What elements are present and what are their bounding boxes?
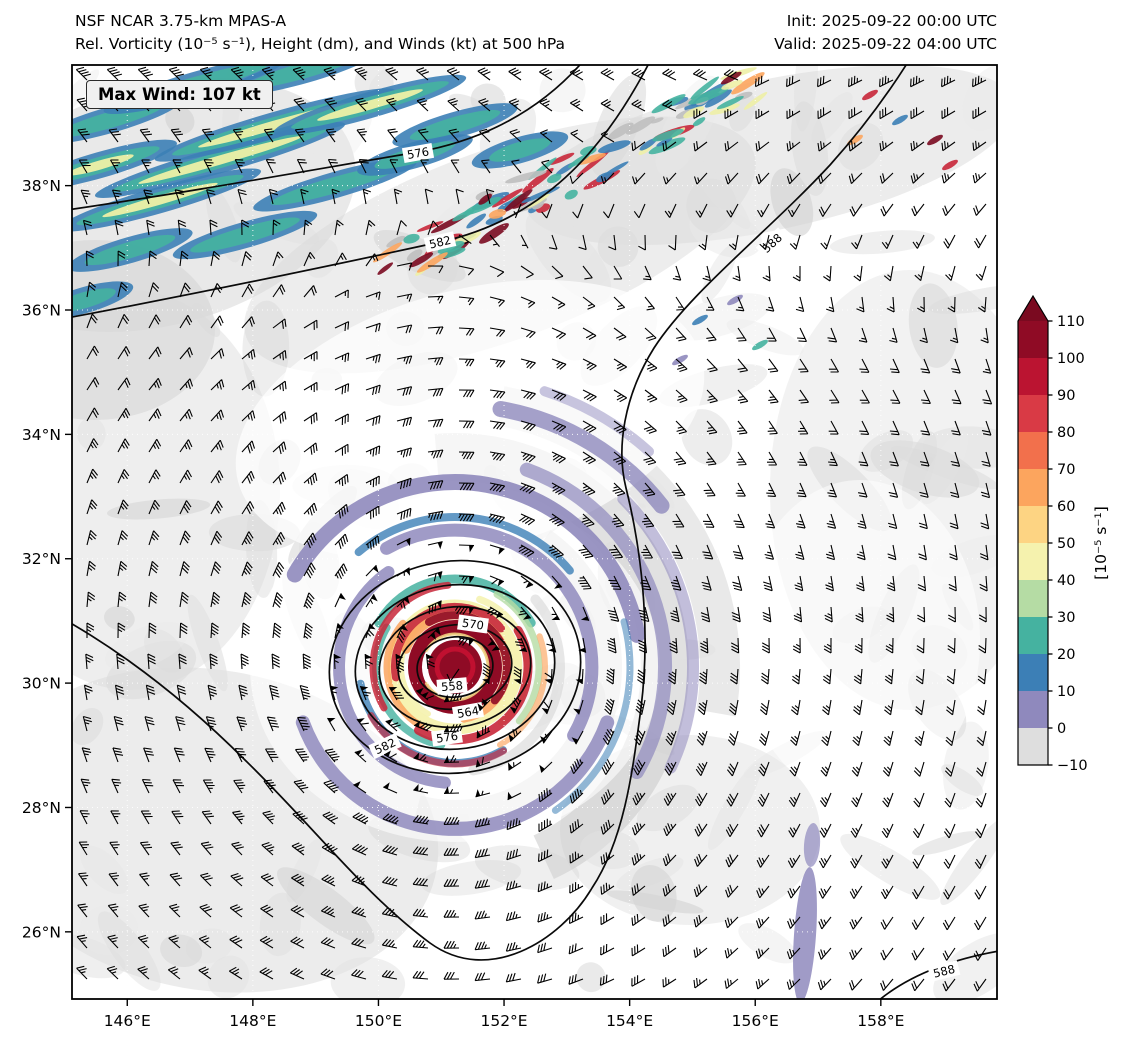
svg-text:588: 588	[932, 962, 957, 981]
contour-label: 558	[436, 677, 468, 695]
map-frame	[71, 64, 998, 1000]
x-tick-label: 154°E	[606, 1012, 653, 1030]
y-tick-label: 38°N	[22, 177, 61, 195]
y-tick-label: 32°N	[22, 550, 61, 568]
y-tick-label: 26°N	[22, 923, 61, 941]
colorbar-tick-label: 0	[1057, 721, 1066, 737]
y-tick-label: 30°N	[22, 675, 61, 693]
colorbar-tick-label: 50	[1057, 536, 1075, 552]
plot-subtitle: Rel. Vorticity (10⁻⁵ s⁻¹), Height (dm), …	[75, 35, 566, 53]
colorbar-tick-label: 80	[1057, 425, 1075, 441]
y-tick-label: 36°N	[22, 302, 61, 320]
svg-text:570: 570	[461, 616, 485, 633]
model-title: NSF NCAR 3.75-km MPAS-A	[75, 12, 287, 30]
contour-label: 570	[457, 614, 489, 634]
contour-label: 582	[423, 231, 457, 253]
colorbar: −10 0 10 20 30 40 50 60 70 80 90 100 110 [10⁻⁵ s⁻¹]	[1017, 294, 1110, 774]
svg-text:576: 576	[406, 144, 430, 162]
x-tick-label: 150°E	[355, 1012, 402, 1030]
colorbar-tick-label: 20	[1057, 647, 1075, 663]
contour-label: 564	[451, 702, 485, 722]
svg-text:576: 576	[435, 729, 459, 746]
x-tick-label: 156°E	[732, 1012, 779, 1030]
x-axis: 146°E 148°E 150°E 152°E 154°E 156°E 158°E	[104, 999, 904, 1030]
colorbar-tick-label: 10	[1057, 684, 1075, 700]
y-tick-label: 28°N	[22, 799, 61, 817]
colorbar-tick-label: 100	[1057, 351, 1085, 367]
svg-text:582: 582	[428, 233, 453, 252]
x-tick-label: 146°E	[104, 1012, 151, 1030]
svg-text:564: 564	[456, 703, 480, 721]
plot-times: Init: 2025-09-22 00:00 UTC Valid: 2025-0…	[774, 10, 997, 56]
colorbar-over-arrow	[1018, 296, 1048, 321]
contour-label: 576	[401, 143, 435, 163]
colorbar-tick-label: 40	[1057, 573, 1075, 589]
colorbar-tick-label: 70	[1057, 462, 1075, 478]
y-axis: 26°N 28°N 30°N 32°N 34°N 36°N 38°N	[22, 177, 72, 941]
x-tick-label: 158°E	[857, 1012, 904, 1030]
graticule	[72, 65, 997, 999]
valid-time: Valid: 2025-09-22 04:00 UTC	[774, 35, 997, 53]
max-wind-badge: Max Wind: 107 kt	[86, 80, 273, 109]
colorbar-unit-label: [10⁻⁵ s⁻¹]	[1092, 506, 1110, 580]
colorbar-tick-label: −10	[1057, 758, 1088, 774]
colorbar-tick-label: 110	[1057, 314, 1085, 330]
colorbar-tick-label: 60	[1057, 499, 1075, 515]
x-tick-label: 148°E	[229, 1012, 276, 1030]
contour-label: 576	[431, 727, 463, 747]
y-tick-label: 34°N	[22, 426, 61, 444]
init-time: Init: 2025-09-22 00:00 UTC	[786, 12, 997, 30]
plot-titles: NSF NCAR 3.75-km MPAS-A Rel. Vorticity (…	[75, 10, 565, 56]
x-tick-label: 152°E	[480, 1012, 527, 1030]
cyclone-vorticity-shading	[250, 386, 821, 999]
svg-text:558: 558	[440, 678, 463, 694]
colorbar-tick-label: 30	[1057, 610, 1075, 626]
contour-label: 588	[927, 960, 961, 982]
colorbar-tick-label: 90	[1057, 388, 1075, 404]
